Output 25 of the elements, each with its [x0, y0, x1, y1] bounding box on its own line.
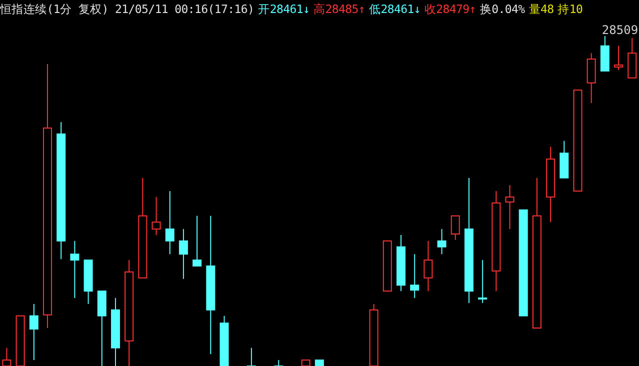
candlestick	[424, 240, 433, 292]
candlestick	[614, 45, 624, 70]
annotation: 28509	[602, 23, 638, 37]
candlestick	[450, 215, 460, 240]
candlestick	[505, 184, 514, 230]
candlestick	[274, 360, 284, 366]
text: 低28461↓	[369, 2, 420, 16]
text: 持10	[558, 2, 583, 16]
candlestick	[437, 228, 446, 255]
candlestick	[165, 190, 174, 255]
text: 开28461↓	[258, 2, 310, 16]
text: 收28479↑	[424, 2, 476, 16]
candlestick	[478, 260, 488, 304]
chart-title: 恒指连续(1分 复权) 21/05/11 00:16(17:16)	[0, 2, 254, 16]
text: 换0.04%	[480, 2, 525, 16]
candlestick	[192, 215, 202, 267]
candlestick	[586, 52, 596, 104]
candlestick	[410, 254, 420, 299]
candlestick	[246, 347, 256, 366]
text: 量48	[528, 2, 554, 16]
candlestick	[29, 303, 38, 361]
candlestick	[178, 228, 188, 280]
candlestick	[152, 196, 161, 236]
candlestick	[70, 240, 80, 299]
text: 高28485↑	[314, 2, 366, 16]
